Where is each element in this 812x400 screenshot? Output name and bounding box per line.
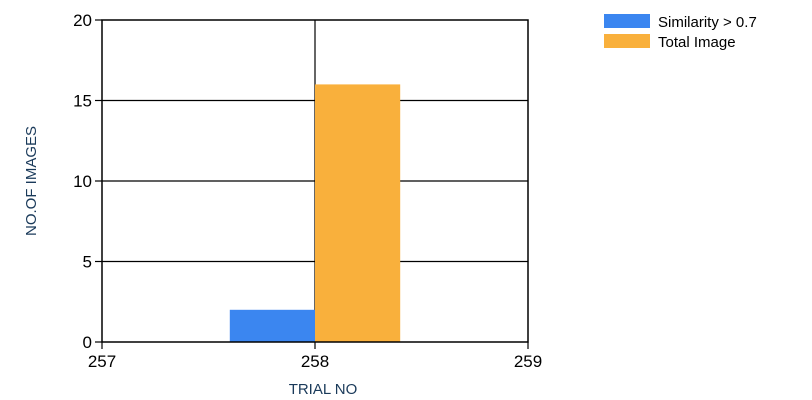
x-tick-label: 259 xyxy=(514,352,542,371)
y-tick-label: 15 xyxy=(73,92,92,111)
y-tick-label: 10 xyxy=(73,172,92,191)
legend-label-similarity: Similarity > 0.7 xyxy=(658,14,757,31)
legend-swatch-similarity xyxy=(604,14,650,28)
grid-lines xyxy=(95,19,529,349)
y-tick-label: 5 xyxy=(83,253,92,272)
legend: Similarity > 0.7 Total Image xyxy=(604,14,757,51)
legend-label-total-image: Total Image xyxy=(658,34,736,51)
x-axis-title: TRIAL NO xyxy=(289,381,358,398)
x-tick-label: 257 xyxy=(88,352,116,371)
plot-area-frame xyxy=(101,19,529,343)
bar-total-image xyxy=(315,84,401,343)
x-tick-label: 258 xyxy=(301,352,329,371)
bar-similarity xyxy=(229,309,315,342)
legend-swatch-total-image xyxy=(604,34,650,48)
axes xyxy=(101,19,529,343)
y-axis-title: NO.OF IMAGES xyxy=(23,126,40,236)
bars xyxy=(229,84,401,343)
y-tick-label: 0 xyxy=(83,333,92,352)
tick-labels: 0 5 10 15 20 257 258 259 xyxy=(73,11,542,371)
y-tick-label: 20 xyxy=(73,11,92,30)
